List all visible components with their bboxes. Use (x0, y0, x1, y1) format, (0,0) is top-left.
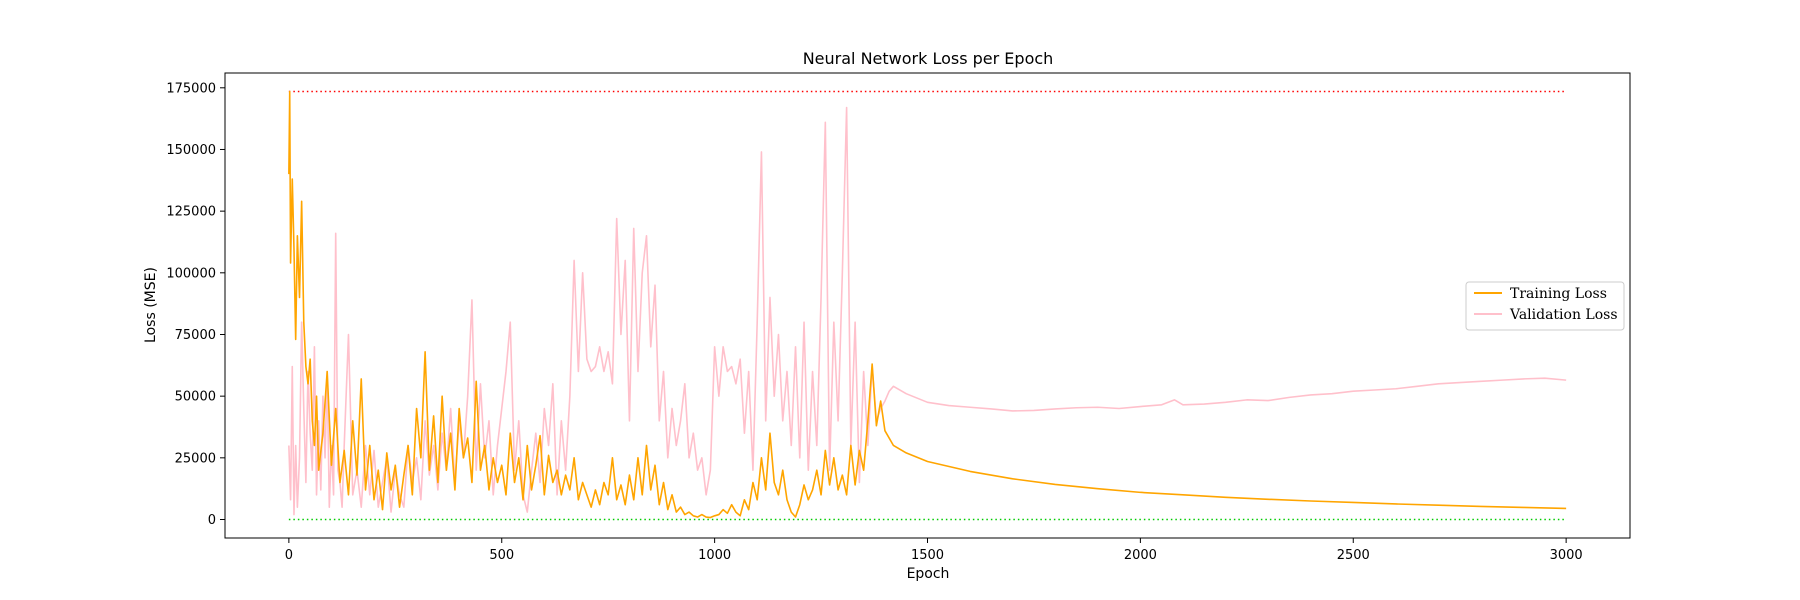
y-tick-label: 75000 (175, 328, 216, 343)
y-tick-label: 50000 (175, 390, 216, 405)
series-line-training-loss (288, 90, 1567, 519)
y-tick-label: 175000 (166, 81, 216, 96)
x-tick-label: 500 (489, 548, 514, 563)
x-tick-label: 0 (285, 548, 293, 563)
y-axis: 0 25000 50000 75000 100000 125000 150000 175000 (166, 81, 225, 528)
x-tick-label: 1000 (698, 548, 731, 563)
y-tick-label: 100000 (166, 266, 216, 281)
x-tick-label: 1500 (911, 548, 944, 563)
x-axis: 0 500 1000 1500 2000 2500 3000 (285, 538, 1583, 563)
legend-label-validation-loss: Validation Loss (1509, 307, 1618, 323)
x-tick-label: 2500 (1337, 548, 1370, 563)
y-tick-label: 150000 (166, 143, 216, 158)
x-axis-label: Epoch (907, 566, 950, 582)
plot-area (288, 90, 1567, 521)
x-tick-label: 2000 (1124, 548, 1157, 563)
y-axis-label: Loss (MSE) (143, 267, 159, 343)
series-line-validation-loss (288, 106, 1567, 516)
y-tick-label: 0 (208, 513, 216, 528)
legend: Training Loss Validation Loss (1465, 281, 1625, 331)
chart-title: Neural Network Loss per Epoch (803, 49, 1054, 68)
y-tick-label: 25000 (175, 451, 216, 466)
y-tick-label: 125000 (166, 205, 216, 220)
legend-label-training-loss: Training Loss (1510, 286, 1607, 302)
x-tick-label: 3000 (1550, 548, 1583, 563)
legend-box (1465, 281, 1625, 331)
